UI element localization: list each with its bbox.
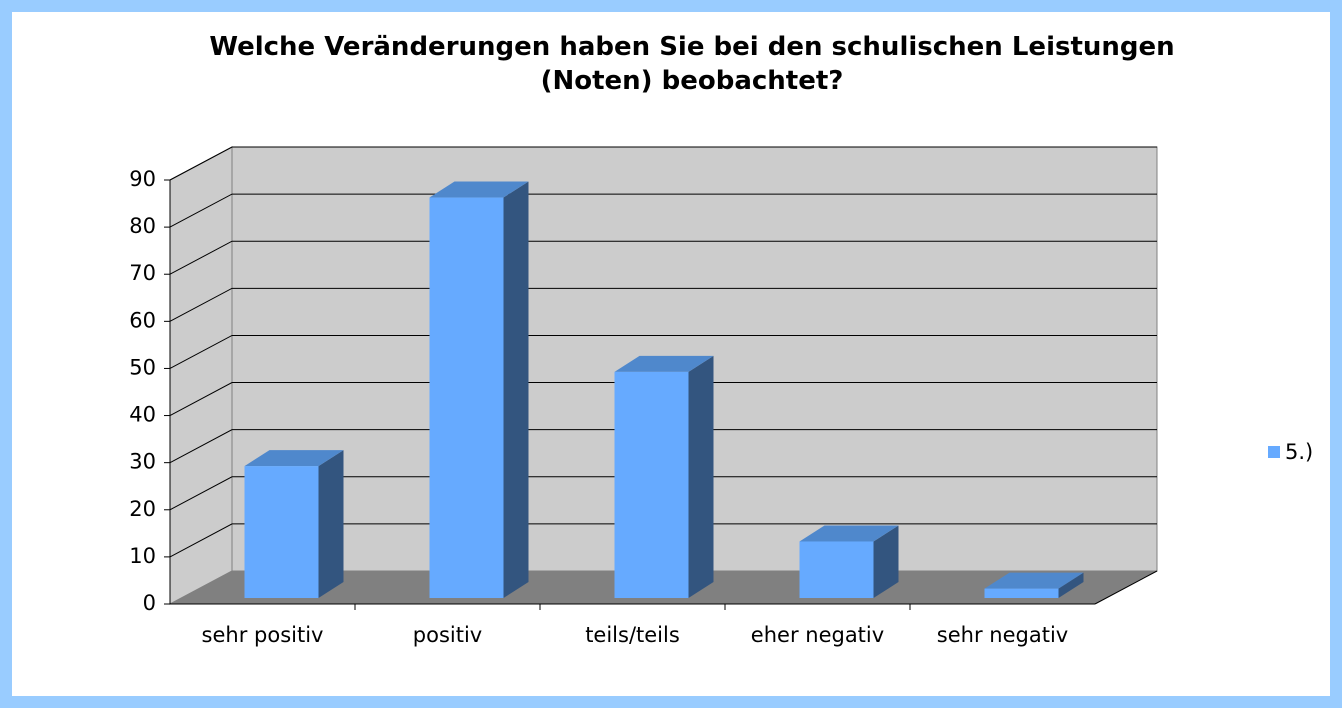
y-tick-label: 50 — [129, 355, 156, 379]
grid-line — [169, 334, 1157, 369]
x-tick-label: sehr negativ — [936, 623, 1069, 647]
bar-side — [688, 355, 714, 598]
bar-front — [614, 371, 689, 598]
y-tick-label: 60 — [129, 308, 156, 332]
y-tick-label: 20 — [129, 497, 156, 521]
x-tick-label-box: sehr positiv — [201, 623, 324, 647]
grid-line — [169, 382, 1157, 416]
grid-line — [169, 240, 1157, 275]
bar-front — [984, 588, 1059, 598]
bar-side — [318, 450, 344, 598]
bar-top — [244, 450, 344, 467]
y-tick-label: 70 — [129, 261, 156, 285]
x-tick-label-box: positiv — [412, 623, 483, 647]
floor-edge — [1094, 570, 1158, 605]
bar — [614, 355, 714, 598]
bar-side — [1058, 572, 1084, 598]
grid-line — [169, 193, 1157, 228]
grid-line — [169, 476, 1157, 511]
bar-front — [429, 197, 504, 599]
bar-front — [799, 541, 874, 598]
legend-swatch — [1268, 446, 1280, 458]
bar-side — [503, 181, 529, 599]
x-tick-label: eher negativ — [750, 623, 885, 647]
bar-top — [984, 572, 1084, 589]
bar — [244, 450, 344, 598]
bar — [429, 181, 529, 599]
y-tick-label: 90 — [129, 167, 156, 191]
y-tick-label: 30 — [129, 450, 156, 474]
y-tick-label: 40 — [129, 403, 156, 427]
bar — [799, 525, 899, 598]
x-tick-label-box: eher negativ — [750, 623, 885, 647]
bar-top — [614, 355, 714, 372]
chart-title: Welche Veränderungen haben Sie bei den s… — [209, 32, 1175, 96]
x-tick-label: teils/teils — [585, 623, 680, 647]
grid-line — [169, 146, 1157, 181]
bar — [984, 572, 1084, 598]
grid-line — [169, 523, 1157, 558]
bar-top — [429, 181, 529, 198]
bar-front — [244, 466, 319, 598]
x-tick-label: positiv — [412, 623, 483, 647]
y-tick-label: 10 — [129, 544, 156, 568]
side-wall — [169, 146, 233, 605]
x-tick-label-box: teils/teils — [585, 623, 680, 647]
bar-side — [873, 525, 899, 598]
grid-line — [169, 287, 1157, 322]
y-tick-label: 80 — [129, 214, 156, 238]
bar-top — [799, 525, 899, 542]
legend-label: 5.) — [1285, 440, 1313, 464]
y-tick-label: 0 — [143, 591, 156, 615]
grid-line — [169, 429, 1157, 464]
x-tick-label-box: sehr negativ — [936, 623, 1069, 647]
x-tick-label: sehr positiv — [201, 623, 324, 647]
chart-title-box: Welche Veränderungen haben Sie bei den s… — [209, 32, 1175, 96]
